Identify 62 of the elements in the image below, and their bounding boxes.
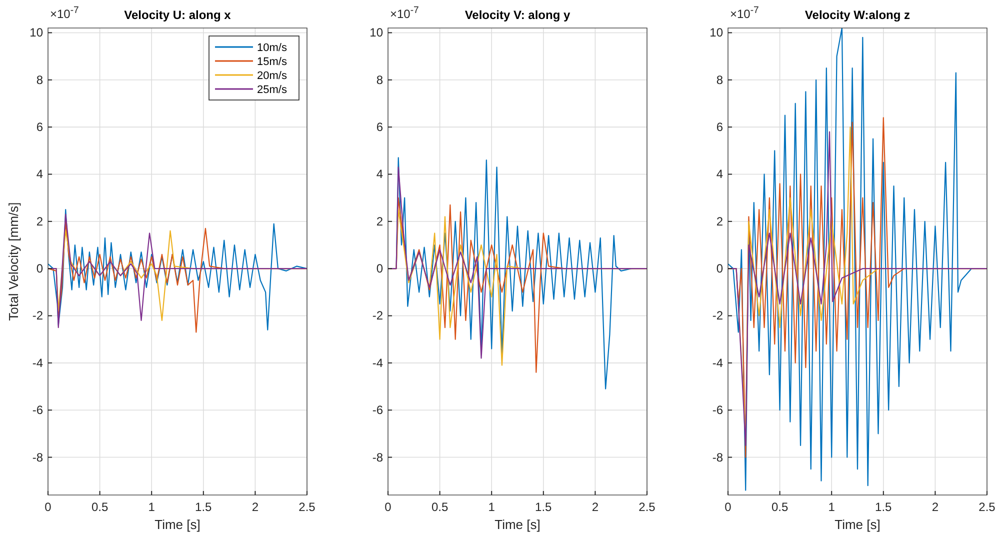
y-tick-label: -6 (372, 403, 384, 418)
x-tick-label: 1 (148, 500, 156, 514)
x-tick-label: 1 (488, 500, 496, 514)
x-tick-label: 2 (592, 500, 599, 514)
y-tick-label: -8 (712, 450, 724, 464)
y-tick-label: 2 (716, 214, 724, 228)
y-axis-title: Total Velocity [mm/s] (6, 202, 21, 321)
y-tick-label: -4 (32, 356, 44, 370)
y-tick-label: 8 (716, 72, 724, 87)
y-tick-label: 6 (36, 120, 44, 134)
y-tick-label: -4 (372, 356, 384, 370)
y-tick-label: 2 (36, 214, 44, 228)
y-tick-label: 4 (36, 167, 44, 182)
x-tick-label: 0 (44, 500, 52, 514)
legend-label: 10m/s (257, 42, 288, 54)
chart-title: Velocity V: along y (464, 8, 571, 22)
y-tick-label: 0 (36, 262, 44, 276)
x-tick-label: 2.5 (298, 500, 316, 514)
x-tick-label: 0 (724, 500, 732, 514)
y-tick-label: 8 (376, 72, 384, 87)
x-axis-title: Time [s] (834, 517, 880, 532)
y-tick-label: -8 (372, 450, 384, 464)
x-axis-title: Time [s] (154, 517, 200, 532)
y-tick-label: -6 (32, 403, 44, 418)
text: ×10$^{-7}$ (50, 4, 79, 21)
x-tick-label: 1 (828, 500, 836, 514)
y-tick-label: 0 (376, 262, 384, 276)
y-tick-label: 6 (716, 120, 724, 134)
chart-title: Velocity W:along z (804, 8, 910, 22)
chart-title: Velocity U: along x (124, 8, 232, 22)
text: ×10$^{-7}$ (390, 4, 419, 21)
x-tick-label: 1.5 (195, 500, 212, 514)
y-tick-label: 8 (36, 72, 44, 87)
x-tick-label: 2.5 (638, 500, 656, 514)
y-tick-label: -4 (712, 356, 724, 370)
y-tick-label: 4 (716, 167, 724, 182)
y-tick-label: 10 (30, 26, 44, 40)
x-tick-label: 2 (932, 500, 939, 514)
y-tick-label: -2 (32, 308, 44, 323)
y-tick-label: 10 (370, 26, 384, 40)
y-tick-label: -6 (712, 403, 724, 418)
y-tick-label: -8 (32, 450, 44, 464)
x-tick-label: 1.5 (535, 500, 552, 514)
y-tick-label: 2 (376, 214, 384, 228)
x-tick-label: 0.5 (771, 500, 788, 514)
legend-label: 25m/s (257, 84, 288, 96)
y-tick-label: 10 (710, 26, 724, 40)
y-tick-label: -2 (712, 308, 724, 323)
legend-label: 20m/s (257, 70, 288, 82)
x-tick-label: 0.5 (431, 500, 448, 514)
legend-label: 15m/s (257, 56, 288, 68)
y-tick-label: 4 (376, 167, 384, 182)
x-tick-label: 1.5 (875, 500, 892, 514)
y-tick-label: -2 (372, 308, 384, 323)
y-tick-label: 0 (716, 262, 724, 276)
x-tick-label: 0 (384, 500, 392, 514)
y-tick-label: 6 (376, 120, 384, 134)
x-axis-title: Time [s] (494, 517, 540, 532)
x-tick-label: 2.5 (978, 500, 996, 514)
text: ×10$^{-7}$ (730, 4, 759, 21)
x-tick-label: 2 (252, 500, 259, 514)
x-tick-label: 0.5 (91, 500, 108, 514)
